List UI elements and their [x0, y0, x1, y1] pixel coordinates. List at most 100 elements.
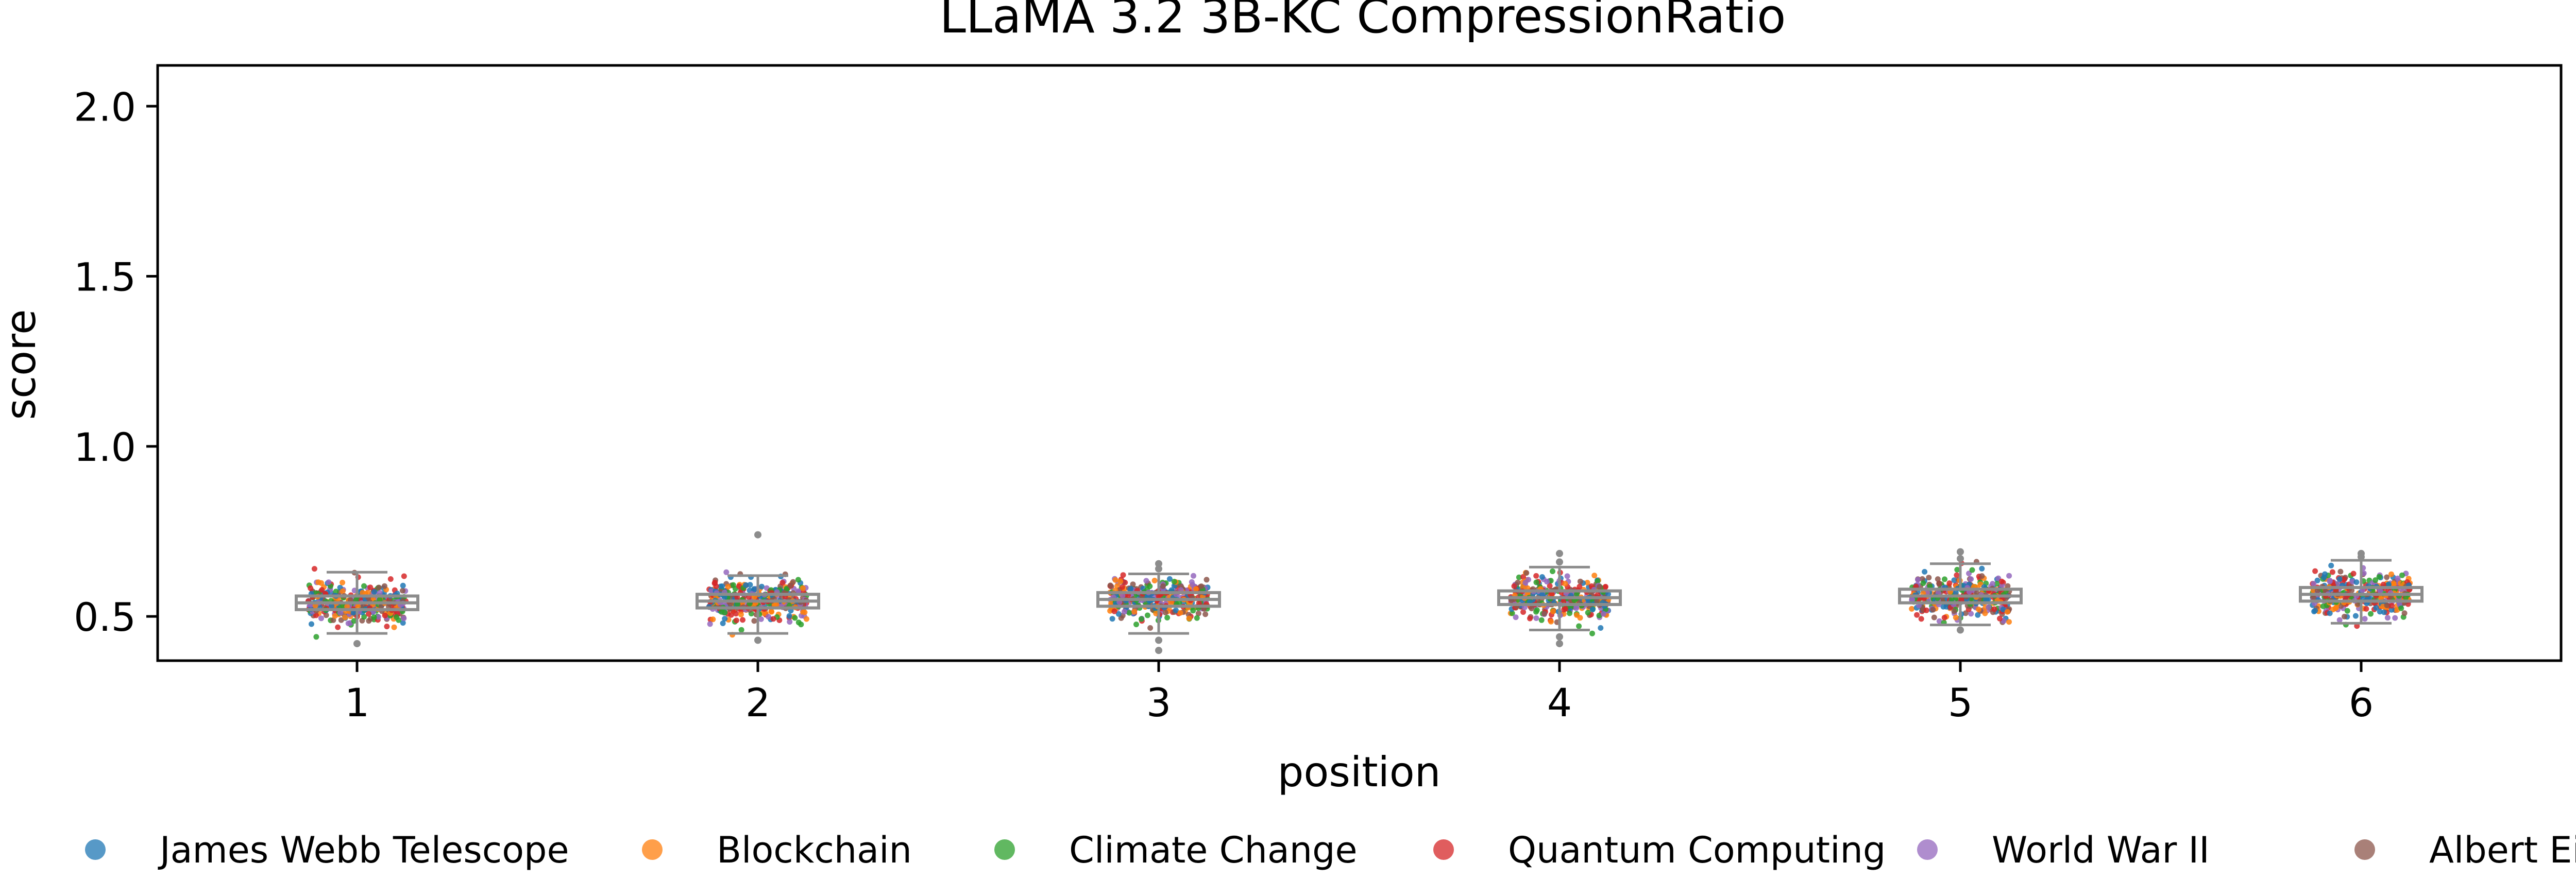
strip-point [391, 624, 397, 630]
strip-point [1915, 577, 1921, 583]
strip-point [1127, 586, 1133, 592]
strip-point [377, 597, 383, 603]
strip-point [1190, 608, 1196, 614]
legend-label: Albert Einstein [2429, 829, 2576, 871]
strip-point [1196, 600, 1202, 606]
strip-point [394, 614, 400, 620]
strip-point [735, 601, 741, 607]
strip-point [1191, 573, 1196, 579]
strip-point [1511, 583, 1517, 589]
strip-point [2006, 619, 2012, 625]
strip-point [725, 584, 731, 590]
strip-point [1922, 568, 1928, 575]
strip-point [1151, 578, 1158, 583]
strip-point [2342, 595, 2348, 601]
strip-point [738, 627, 744, 633]
strip-point [376, 614, 381, 620]
strip-point [2373, 605, 2379, 611]
strip-point [2352, 613, 2359, 619]
strip-point [1171, 579, 1177, 584]
strip-point [313, 612, 319, 618]
legend-marker [85, 839, 106, 860]
strip-point [1107, 582, 1113, 589]
strip-point [2389, 602, 2395, 609]
strip-point [337, 610, 343, 616]
strip-point [798, 622, 804, 628]
strip-point [800, 585, 806, 591]
strip-point [790, 579, 796, 585]
strip-point [1520, 609, 1526, 615]
strip-point [1564, 573, 1570, 579]
strip-point [1515, 579, 1521, 585]
x-tick-label: 6 [2349, 680, 2374, 726]
legend-item: World War II [1917, 829, 2210, 871]
strip-point [1111, 608, 1117, 614]
strip-point [2320, 603, 2326, 609]
strip-point [1562, 606, 1568, 612]
strip-point [2006, 573, 2012, 579]
strip-point [1186, 615, 1192, 622]
boxplot-position-5 [1898, 548, 2023, 634]
outlier-point [1155, 647, 1162, 654]
strip-point [751, 586, 757, 592]
strip-point [766, 614, 771, 620]
strip-point [1194, 615, 1200, 621]
strip-point [2368, 611, 2374, 617]
strip-point [2312, 568, 2318, 574]
strip-point [2321, 574, 2327, 580]
strip-point [1979, 573, 1985, 579]
strip-point [1954, 572, 1960, 578]
legend-marker [994, 839, 1015, 860]
strip-point [2381, 609, 2387, 615]
strip-point [1585, 610, 1591, 616]
strip-point [2384, 615, 2391, 621]
strip-point [367, 584, 374, 591]
strip-point [1594, 598, 1600, 604]
strip-point [2363, 606, 2369, 612]
strip-point [355, 603, 361, 609]
strip-point [722, 616, 728, 622]
outlier-point [1957, 555, 1964, 562]
strip-point [747, 582, 753, 588]
strip-point [738, 611, 744, 617]
strip-point [2337, 568, 2344, 575]
strip-point [1533, 573, 1539, 579]
strip-point [1121, 609, 1127, 615]
strip-point [1577, 578, 1583, 584]
outlier-point [1556, 549, 1563, 557]
strip-point [1577, 615, 1583, 621]
strip-point [1108, 600, 1114, 606]
y-tick-label: 1.5 [74, 254, 136, 300]
strip-point [1130, 581, 1136, 588]
strip-point [2388, 571, 2394, 577]
strip-point [710, 616, 716, 623]
strip-point [2004, 609, 2010, 615]
strip-point [1107, 608, 1113, 614]
strip-point [1941, 615, 1947, 620]
boxplot-position-6 [2299, 549, 2424, 625]
strip-point [773, 601, 779, 608]
strip-point [795, 588, 802, 594]
strip-point [332, 613, 338, 619]
strip-point [1144, 612, 1150, 618]
strip-point [1541, 611, 1547, 617]
boxplot-layer [295, 531, 2424, 654]
strip-point [400, 620, 406, 626]
strip-point [1168, 600, 1175, 606]
strip-point [1597, 584, 1603, 590]
strip-point [340, 588, 346, 594]
strip-point [712, 579, 718, 585]
strip-point [309, 621, 314, 627]
strip-point [1951, 608, 1957, 614]
y-tick-label: 2.0 [74, 84, 136, 130]
boxplot-position-2 [696, 531, 820, 644]
strip-point [1936, 580, 1942, 586]
strip-point [2336, 617, 2343, 623]
strip-point [1544, 579, 1550, 585]
strip-point [1119, 584, 1125, 590]
outlier-point [1556, 633, 1563, 641]
strip-point [1953, 614, 1959, 620]
strip-point [758, 616, 764, 622]
outlier-point [1556, 640, 1563, 647]
strip-point [779, 580, 786, 586]
